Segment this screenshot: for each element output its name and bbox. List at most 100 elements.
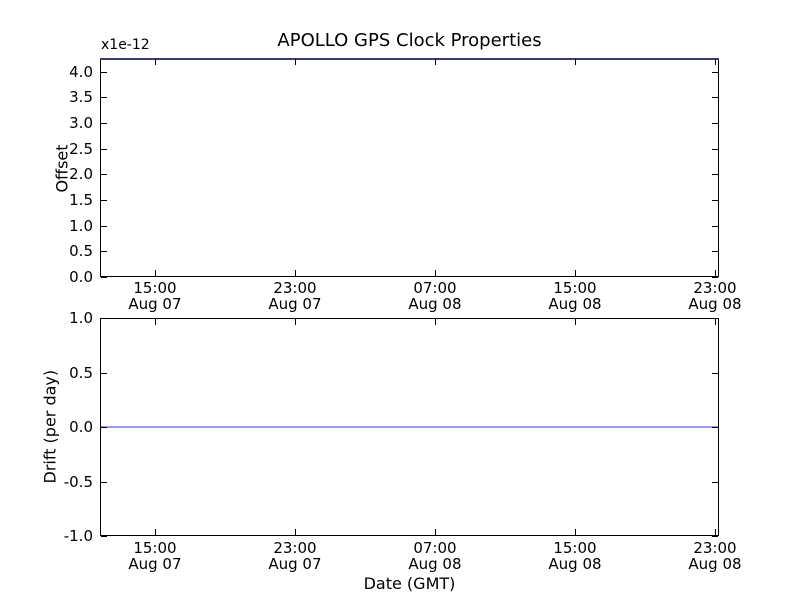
y-tick-mark-left [101,97,107,99]
chart-title: APOLLO GPS Clock Properties [277,30,542,51]
y-tick-mark-right [712,123,718,125]
y-tick-label: 3.0 [69,114,93,133]
x-tick-mark-top [154,59,156,65]
drift-subplot-axes [100,318,719,537]
offset-series-line [100,58,719,60]
x-tick-label-date: Aug 08 [688,295,742,313]
x-tick-label: 23:00 Aug 07 [268,540,321,572]
x-tick-label: 07:00 Aug 08 [408,280,461,312]
y-tick-mark-left [101,536,107,537]
y-tick-mark-right [712,481,718,483]
x-tick-label: 07:00 Aug 08 [408,540,461,572]
x-tick-mark-bottom [434,270,436,276]
y-tick-mark-right [712,225,718,227]
y-tick-mark-left [101,174,107,176]
x-tick-mark-bottom [294,270,296,276]
y-tick-label: 2.0 [69,165,93,184]
x-tick-mark-top [294,59,296,65]
y-tick-mark-right [712,372,718,374]
x-tick-label-time: 07:00 [413,279,457,297]
x-tick-mark-top [434,319,436,325]
x-tick-mark-bottom [714,270,716,276]
x-tick-label-time: 15:00 [133,539,177,557]
y-tick-mark-left [101,372,107,374]
x-tick-mark-top [434,59,436,65]
x-tick-mark-top [574,319,576,325]
y-tick-mark-right [712,427,718,428]
y-tick-label: 0.5 [69,242,93,261]
x-tick-mark-bottom [574,529,576,535]
x-tick-label: 15:00 Aug 07 [128,540,181,572]
x-tick-label-time: 23:00 [693,539,737,557]
x-tick-mark-top [714,59,716,65]
x-tick-label-time: 23:00 [273,279,317,297]
y-tick-label: -1.0 [63,527,93,545]
y-tick-mark-right [712,97,718,99]
x-tick-label-time: 15:00 [553,539,597,557]
x-tick-mark-bottom [154,270,156,276]
y-tick-mark-left [101,481,107,483]
y-tick-label: 3.5 [69,88,93,107]
x-tick-label-time: 07:00 [413,539,457,557]
x-tick-label: 15:00 Aug 08 [548,540,601,572]
y-tick-label: 1.0 [69,309,93,327]
x-tick-mark-top [714,319,716,325]
y-tick-mark-right [712,536,718,537]
x-tick-mark-bottom [154,529,156,535]
x-tick-label-date: Aug 08 [548,295,602,313]
y-tick-mark-right [712,251,718,253]
x-tick-mark-top [294,319,296,325]
x-tick-label-date: Aug 08 [408,295,462,313]
y-tick-mark-right [712,277,718,278]
x-tick-label-time: 23:00 [693,279,737,297]
x-tick-label-time: 15:00 [133,279,177,297]
y-tick-mark-right [712,174,718,176]
y-tick-mark-left [101,277,107,278]
x-tick-mark-bottom [434,529,436,535]
y-tick-mark-left [101,200,107,202]
y-tick-mark-left [101,123,107,125]
x-tick-label-date: Aug 07 [128,295,182,313]
x-tick-label-time: 23:00 [273,539,317,557]
y-axis-scale-multiplier: x1e-12 [101,37,150,53]
x-tick-label: 23:00 Aug 08 [688,540,741,572]
x-tick-mark-top [154,319,156,325]
y-tick-mark-left [101,71,107,73]
y-tick-label: 0.0 [69,268,93,286]
x-tick-label: 23:00 Aug 08 [688,280,741,312]
y-tick-mark-right [712,200,718,202]
x-tick-label-date: Aug 07 [268,555,322,573]
x-tick-label-date: Aug 07 [268,295,322,313]
y-tick-label: 1.5 [69,191,93,210]
x-tick-mark-bottom [294,529,296,535]
y-tick-label: 4.0 [69,62,93,81]
y-tick-mark-right [712,71,718,73]
y-tick-label: -0.5 [63,472,93,491]
y-tick-mark-right [712,318,718,319]
y-tick-mark-left [101,251,107,253]
y-tick-mark-left [101,225,107,227]
drift-series-line [101,426,718,428]
x-tick-label-date: Aug 08 [408,555,462,573]
y-tick-label: 2.5 [69,139,93,158]
y-tick-mark-left [101,427,107,428]
x-axis-label: Date (GMT) [363,574,456,593]
x-tick-mark-bottom [714,529,716,535]
y-tick-label: 0.5 [69,363,93,382]
y-tick-mark-left [101,148,107,150]
x-tick-label-date: Aug 07 [128,555,182,573]
x-tick-label-date: Aug 08 [548,555,602,573]
y-tick-label: 1.0 [69,216,93,235]
x-tick-label: 15:00 Aug 08 [548,280,601,312]
x-tick-label: 15:00 Aug 07 [128,280,181,312]
x-tick-label-time: 15:00 [553,279,597,297]
y-tick-mark-left [101,318,107,319]
x-tick-label-date: Aug 08 [688,555,742,573]
x-tick-mark-top [574,59,576,65]
x-tick-mark-bottom [574,270,576,276]
offset-subplot-axes [100,58,719,278]
y-tick-label: 0.0 [69,418,93,436]
y-tick-mark-right [712,148,718,150]
x-tick-label: 23:00 Aug 07 [268,280,321,312]
